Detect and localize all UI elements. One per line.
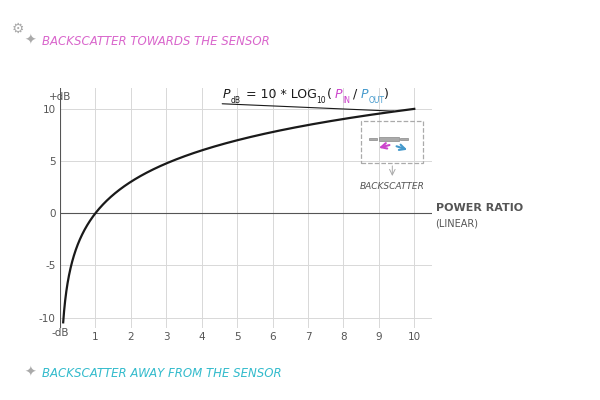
Text: /: / [353,88,358,100]
Text: OUT: OUT [368,96,384,105]
Text: P: P [361,88,368,100]
Text: ✦: ✦ [24,366,35,380]
Text: 10: 10 [316,96,325,105]
Bar [369,138,377,140]
Bar [400,138,408,140]
Text: +dB: +dB [49,92,71,102]
Text: IN: IN [343,96,350,105]
Bar [361,121,423,163]
Text: ⚙: ⚙ [12,22,25,36]
Text: -dB: -dB [51,328,69,338]
Text: POWER RATIO: POWER RATIO [436,203,523,213]
Text: P: P [335,88,342,100]
Text: P: P [223,88,230,100]
Text: = 10 * LOG: = 10 * LOG [242,88,317,100]
Text: dB: dB [231,96,241,105]
Text: BACKSCATTER TOWARDS THE SENSOR: BACKSCATTER TOWARDS THE SENSOR [42,35,270,48]
Text: ): ) [384,88,389,100]
Bar [379,137,398,141]
Text: (: ( [327,88,332,100]
Text: ✦: ✦ [24,34,35,48]
Text: BACKSCATTER: BACKSCATTER [360,182,425,191]
Text: (LINEAR): (LINEAR) [436,219,479,229]
Text: BACKSCATTER AWAY FROM THE SENSOR: BACKSCATTER AWAY FROM THE SENSOR [42,367,281,380]
